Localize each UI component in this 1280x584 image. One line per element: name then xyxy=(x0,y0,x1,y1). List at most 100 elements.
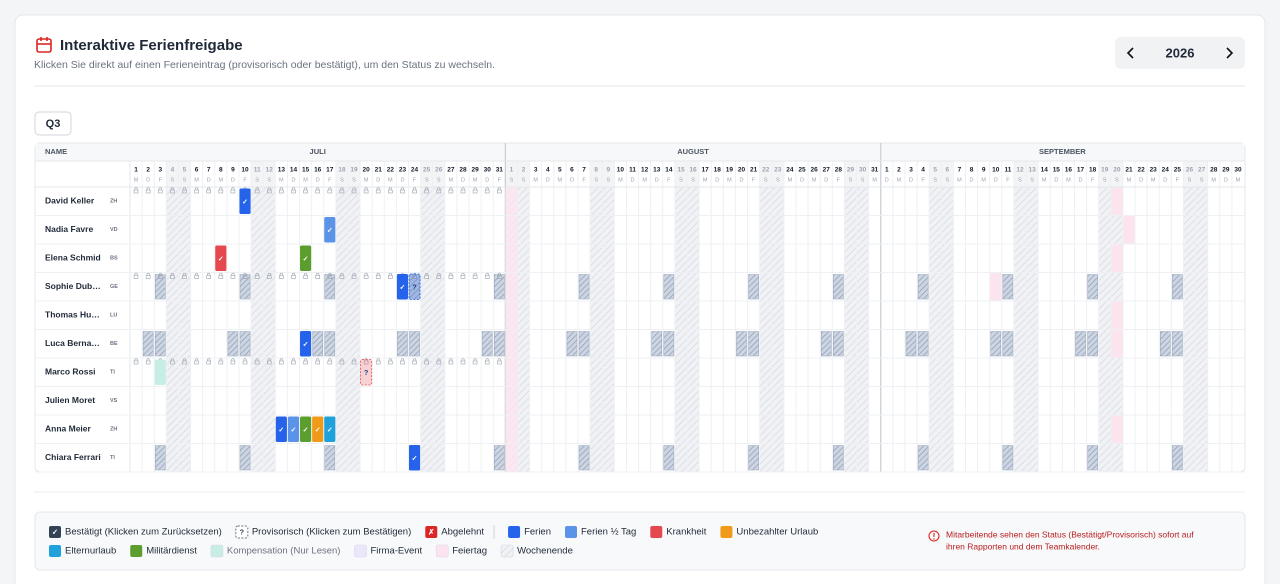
absence-entry[interactable] xyxy=(300,245,312,272)
absence-entry[interactable] xyxy=(312,416,324,443)
lock-icon xyxy=(267,358,271,361)
day-number: 21 xyxy=(750,167,758,174)
weekday: D xyxy=(207,177,211,183)
off-day xyxy=(239,274,251,300)
day-number: 26 xyxy=(811,167,819,174)
lock-icon xyxy=(134,358,138,361)
employee-name: Thomas Hu… xyxy=(45,310,100,320)
weekday: F xyxy=(1176,177,1180,183)
day-number: 1 xyxy=(134,167,138,174)
day-number: 9 xyxy=(606,167,610,174)
weekday: S xyxy=(594,177,598,183)
weekend-head xyxy=(505,161,518,187)
lock-icon xyxy=(473,187,477,190)
status-icon: ✓ xyxy=(412,456,418,463)
lock-icon xyxy=(134,272,138,276)
weekday: M xyxy=(872,177,877,183)
day-number: 23 xyxy=(774,167,782,174)
absence-entry[interactable] xyxy=(239,188,251,215)
lock-icon xyxy=(425,187,429,190)
absence-entry[interactable] xyxy=(408,273,421,300)
weekend-head xyxy=(420,161,433,187)
lock-icon xyxy=(352,272,356,276)
weekday: M xyxy=(449,177,454,183)
next-year[interactable] xyxy=(1226,47,1234,59)
off-day xyxy=(239,331,251,357)
lock-icon xyxy=(327,275,333,279)
lock-icon xyxy=(230,189,236,194)
lock-icon xyxy=(363,275,369,279)
info-icon xyxy=(928,530,940,542)
lock-icon xyxy=(339,275,345,279)
absence-entry[interactable] xyxy=(324,416,336,443)
weekday: D xyxy=(824,177,828,183)
absence-entry[interactable] xyxy=(275,416,287,443)
lock-icon xyxy=(230,360,236,365)
weekday: D xyxy=(970,177,974,183)
lock-icon xyxy=(182,275,187,279)
day-number: 14 xyxy=(665,167,673,174)
weekday: F xyxy=(837,177,841,183)
status-icon: ✓ xyxy=(278,427,284,434)
weekend-head xyxy=(590,161,603,187)
absence-entry[interactable] xyxy=(154,359,166,386)
lock-icon xyxy=(145,360,151,365)
weekday: D xyxy=(800,177,804,183)
weekday: M xyxy=(981,177,986,183)
day-number: 24 xyxy=(411,167,419,174)
off-day xyxy=(833,445,844,471)
day-number: 7 xyxy=(207,167,211,174)
table-head xyxy=(35,143,1245,161)
day-number: 25 xyxy=(798,167,806,174)
absence-entry[interactable] xyxy=(300,331,312,357)
off-day xyxy=(154,445,166,471)
lock-icon xyxy=(437,358,441,361)
employee-name: Chiara Ferrari xyxy=(45,452,101,462)
absence-entry[interactable] xyxy=(287,416,300,443)
weekday: S xyxy=(183,177,187,183)
weekday: F xyxy=(1091,177,1095,183)
legend-swatch xyxy=(354,544,367,558)
weekday: D xyxy=(485,177,489,183)
lock-icon xyxy=(158,187,162,190)
weekday: S xyxy=(776,177,780,183)
prev-year[interactable] xyxy=(1126,47,1134,59)
employee-name: Nadia Favre xyxy=(45,224,93,234)
absence-entry[interactable] xyxy=(215,245,227,272)
legend-swatch xyxy=(425,526,438,538)
lock-icon xyxy=(328,358,332,361)
lock-icon xyxy=(473,358,477,361)
day-number: 12 xyxy=(266,167,274,174)
employee-name: David Keller xyxy=(45,196,95,206)
absence-entry[interactable] xyxy=(409,445,421,471)
quarter-tab[interactable] xyxy=(34,111,72,136)
day-number: 13 xyxy=(653,167,661,174)
canton: GE xyxy=(110,284,118,290)
lock-icon xyxy=(194,272,199,276)
weekday: D xyxy=(715,177,719,183)
lock-icon xyxy=(170,360,175,365)
absence-entry[interactable] xyxy=(360,359,373,386)
legend-swatch xyxy=(720,526,733,538)
lock-icon xyxy=(170,272,174,276)
off-day xyxy=(494,331,505,357)
lock-icon xyxy=(303,272,308,276)
absence-entry[interactable] xyxy=(324,217,336,243)
lock-icon xyxy=(449,187,453,190)
lock-icon xyxy=(497,189,502,194)
absence-entry[interactable] xyxy=(300,416,312,443)
canton: TI xyxy=(110,455,115,461)
day-number: 3 xyxy=(909,167,913,174)
weekday: M xyxy=(1211,177,1216,183)
lock-icon xyxy=(497,360,502,365)
off-day xyxy=(833,331,844,357)
lock-icon xyxy=(424,189,429,194)
legend-swatch xyxy=(49,545,61,557)
lock-icon xyxy=(291,360,296,365)
absence-entry[interactable] xyxy=(396,274,408,300)
day-number: 18 xyxy=(1089,167,1097,174)
lock-icon xyxy=(437,187,441,190)
lock-icon xyxy=(146,187,150,190)
day-number: 19 xyxy=(1101,167,1109,174)
holiday-cell xyxy=(1111,301,1123,329)
